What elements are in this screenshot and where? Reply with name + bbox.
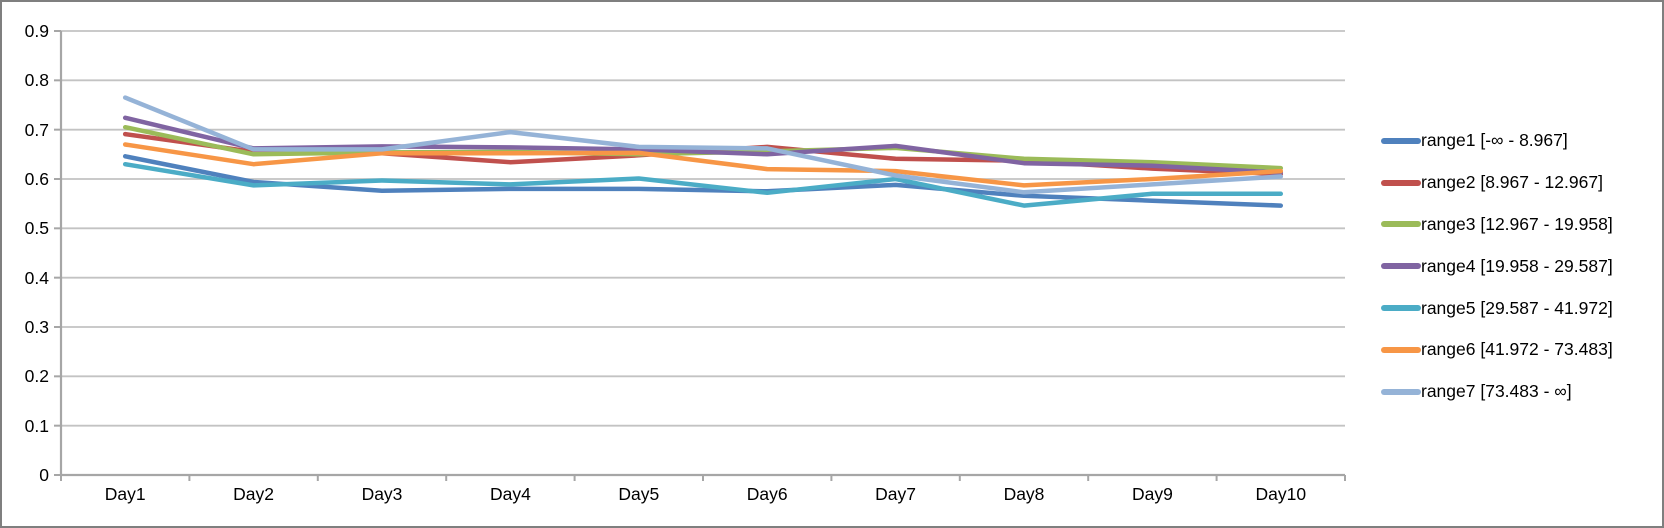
y-tick-label: 0.5 bbox=[24, 218, 49, 239]
x-tick-label: Day7 bbox=[875, 484, 917, 504]
legend-item-range7: range7 [73.483 - ∞] bbox=[1381, 371, 1613, 413]
legend-swatch-icon bbox=[1381, 305, 1421, 312]
legend-item-range6: range6 [41.972 - 73.483] bbox=[1381, 329, 1613, 371]
legend-swatch-icon bbox=[1381, 263, 1421, 270]
y-tick-label: 0 bbox=[39, 465, 49, 485]
x-tick-label: Day6 bbox=[746, 484, 788, 504]
legend-item-range1: range1 [-∞ - 8.967] bbox=[1381, 120, 1613, 162]
y-tick-label: 0.8 bbox=[24, 70, 49, 91]
legend-item-range2: range2 [8.967 - 12.967] bbox=[1381, 162, 1613, 204]
legend: range1 [-∞ - 8.967] range2 [8.967 - 12.96… bbox=[1381, 120, 1613, 413]
legend-item-range4: range4 [19.958 - 29.587] bbox=[1381, 245, 1613, 287]
series-line-range7 bbox=[122, 95, 1284, 195]
y-tick-label: 0.9 bbox=[24, 21, 49, 41]
x-tick-label: Day2 bbox=[233, 484, 275, 504]
y-tick-label: 0.2 bbox=[24, 366, 49, 387]
x-tick-label: Day1 bbox=[104, 484, 146, 504]
legend-swatch-icon bbox=[1381, 179, 1421, 186]
x-tick-label: Day5 bbox=[618, 484, 660, 504]
y-tick-label: 0.6 bbox=[24, 169, 49, 189]
legend-label: range1 [-∞ - 8.967] bbox=[1421, 130, 1568, 151]
legend-label: range4 [19.958 - 29.587] bbox=[1421, 255, 1613, 276]
legend-swatch-icon bbox=[1381, 346, 1421, 353]
series-line-range6 bbox=[122, 142, 1284, 188]
legend-item-range3: range3 [12.967 - 19.958] bbox=[1381, 204, 1613, 246]
y-tick-label: 0.3 bbox=[24, 317, 49, 337]
legend-swatch-icon bbox=[1381, 221, 1421, 228]
legend-label: range6 [41.972 - 73.483] bbox=[1421, 339, 1613, 360]
legend-swatch-icon bbox=[1381, 137, 1421, 144]
legend-swatch-icon bbox=[1381, 388, 1421, 395]
x-tick-label: Day4 bbox=[489, 484, 531, 504]
legend-item-range5: range5 [29.587 - 41.972] bbox=[1381, 287, 1613, 329]
y-tick-label: 0.1 bbox=[24, 415, 49, 436]
legend-label: range7 [73.483 - ∞] bbox=[1421, 381, 1572, 402]
y-tick-label: 0.7 bbox=[24, 119, 49, 140]
legend-label: range5 [29.587 - 41.972] bbox=[1421, 297, 1613, 318]
legend-label: range2 [8.967 - 12.967] bbox=[1421, 172, 1603, 193]
x-tick-label: Day9 bbox=[1131, 484, 1173, 504]
x-tick-label: Day10 bbox=[1255, 484, 1307, 504]
legend-label: range3 [12.967 - 19.958] bbox=[1421, 213, 1613, 234]
y-tick-label: 0.4 bbox=[24, 267, 49, 288]
x-tick-label: Day8 bbox=[1003, 484, 1045, 504]
x-tick-label: Day3 bbox=[361, 484, 403, 504]
series-line-range4 bbox=[122, 115, 1284, 175]
series-line-range5 bbox=[122, 161, 1284, 208]
